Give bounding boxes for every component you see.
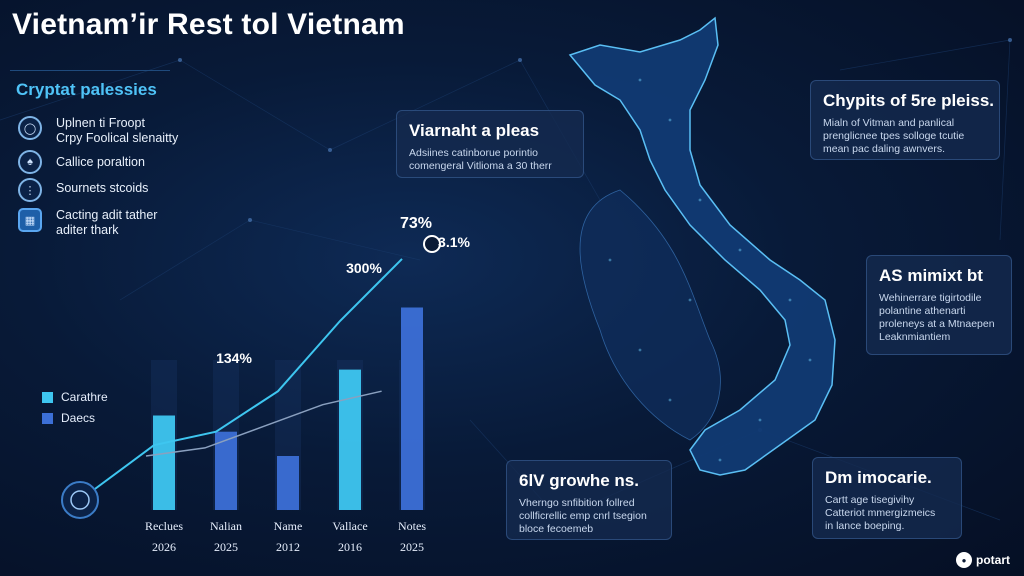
sidebar-item-label: Cacting adit tather aditer thark bbox=[56, 208, 158, 237]
card-title: Viarnaht a pleas bbox=[409, 121, 540, 140]
legend-item-daecs: Daecs bbox=[42, 411, 95, 425]
info-card-crypts: Chypits of 5re pleiss. Mialn of Vitman a… bbox=[810, 80, 1000, 160]
series-line-secondary bbox=[145, 390, 382, 457]
x-tick-year: 2025 bbox=[400, 540, 424, 554]
x-tick-label: Reclues bbox=[145, 519, 183, 533]
card-body: Wehinerrare tigirtodile polantine athena… bbox=[879, 292, 995, 343]
brand-label: potart bbox=[976, 553, 1010, 567]
brand-logo: ● potart bbox=[956, 552, 1010, 568]
bar bbox=[153, 415, 175, 510]
bar bbox=[401, 307, 423, 510]
x-tick-label: Notes bbox=[398, 519, 426, 533]
card-title: Chypits of 5re pleiss. bbox=[823, 91, 994, 110]
x-tick-year: 2012 bbox=[276, 540, 300, 554]
card-body: Cartt age tisegivihy Catteriot mmergizme… bbox=[825, 494, 936, 532]
sidebar-item-label: Callice poraltion bbox=[56, 155, 145, 169]
data-label: 3.1% bbox=[438, 234, 470, 250]
x-tick-year: 2025 bbox=[214, 540, 238, 554]
legend-swatch bbox=[42, 391, 53, 403]
legend-swatch bbox=[42, 412, 53, 424]
line-start-marker-inner bbox=[70, 490, 90, 510]
data-label: 134% bbox=[216, 350, 252, 366]
building-icon: ▦ bbox=[18, 208, 42, 232]
page-title: Vietnam’ir Rest tol Vietnam bbox=[12, 8, 405, 41]
hex-icon: ● bbox=[956, 552, 972, 568]
card-body: Mialn of Vitman and panlical prenglicnee… bbox=[823, 117, 965, 155]
vietnam-map-graphic bbox=[568, 16, 836, 476]
card-title: 6lV growhe ns. bbox=[519, 471, 639, 490]
bar bbox=[277, 456, 299, 510]
data-label: 300% bbox=[346, 260, 382, 276]
chart-icon: ⋮ bbox=[18, 178, 42, 202]
info-card-dm: Dm imocarie. Cartt age tisegivihy Catter… bbox=[812, 457, 962, 539]
card-title: Dm imocarie. bbox=[825, 468, 932, 487]
sidebar-item-label: Uplnen ti Froopt Crpy Foolical slenaitty bbox=[56, 116, 179, 145]
x-tick-label: Nalian bbox=[210, 519, 242, 533]
data-label: 73% bbox=[400, 215, 432, 232]
bar bbox=[215, 431, 237, 510]
legend-label: Daecs bbox=[61, 411, 96, 425]
series-line-growth bbox=[79, 258, 403, 501]
card-body: Vherngo snfibition follred collficrellic… bbox=[519, 497, 647, 535]
info-card-growth: 6lV growhe ns. Vherngo snfibition follre… bbox=[506, 460, 672, 540]
sidebar-item-1[interactable]: ◯ Uplnen ti Froopt Crpy Foolical slenait… bbox=[18, 116, 178, 146]
x-tick-label: Vallace bbox=[332, 519, 367, 533]
people-icon: ♠ bbox=[18, 150, 42, 174]
line-end-marker bbox=[423, 235, 441, 253]
x-tick-label: Name bbox=[274, 519, 303, 533]
sidebar-item-3[interactable]: ⋮ Sournets stcoids bbox=[18, 178, 148, 202]
info-card-as-mimix: AS mimixt bt Wehinerrare tigirtodile pol… bbox=[866, 255, 1012, 355]
sidebar-item-4[interactable]: ▦ Cacting adit tather aditer thark bbox=[18, 208, 157, 238]
card-title: AS mimixt bt bbox=[879, 266, 983, 285]
bar bbox=[339, 369, 361, 510]
sidebar-item-label: Sournets stcoids bbox=[56, 181, 149, 195]
info-card-vietnam: Viarnaht a pleas Adsiines catinborue por… bbox=[396, 110, 584, 178]
shield-icon: ◯ bbox=[18, 116, 42, 140]
line-start-marker bbox=[61, 481, 99, 519]
x-tick-year: 2026 bbox=[152, 540, 176, 554]
legend-item-carathre: Carathre bbox=[42, 390, 108, 404]
sidebar-heading: Cryptat palessies bbox=[16, 80, 157, 99]
x-tick-year: 2016 bbox=[338, 540, 362, 554]
legend-label: Carathre bbox=[61, 390, 108, 404]
card-body: Adsiines catinborue porintio comengeral … bbox=[409, 147, 552, 172]
sidebar-item-2[interactable]: ♠ Callice poraltion bbox=[18, 150, 145, 174]
sidebar-divider bbox=[10, 70, 170, 71]
